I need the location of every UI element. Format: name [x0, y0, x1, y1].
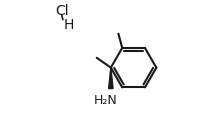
Polygon shape: [109, 68, 113, 89]
Text: Cl: Cl: [55, 4, 68, 18]
Text: H: H: [63, 18, 74, 32]
Text: H₂N: H₂N: [94, 94, 117, 107]
